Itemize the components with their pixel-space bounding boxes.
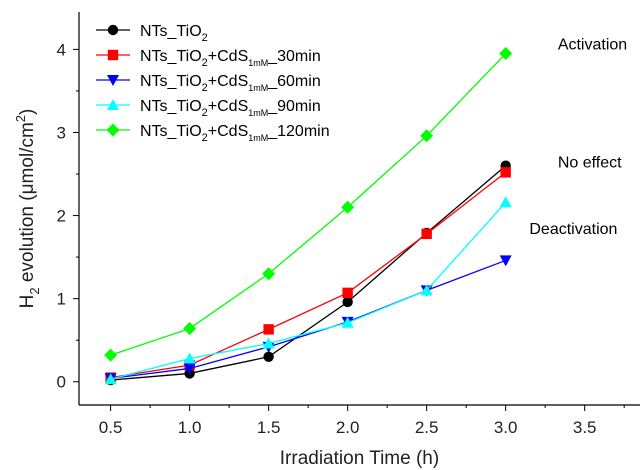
y-axis-title: H2 evolution (μmol/cm2) — [13, 109, 42, 309]
data-point — [106, 123, 120, 137]
data-point — [341, 316, 354, 328]
data-point — [342, 287, 353, 299]
series-3 — [104, 196, 512, 385]
legend-label: NTs_TiO2+CdS1mM_90min — [140, 98, 321, 119]
annotation-deactivation: Deactivation — [529, 221, 617, 238]
annotation-no-effect: No effect — [558, 154, 622, 171]
x-tick-label: 3.5 — [573, 418, 597, 437]
data-point — [107, 24, 119, 36]
x-tick-label: 3.0 — [494, 418, 518, 437]
legend-label: NTs_TiO2 — [140, 23, 208, 44]
data-point — [421, 228, 432, 240]
legend: NTs_TiO2 NTs_TiO2+CdS1mM_30min NTs_TiO2+Cd… — [96, 23, 330, 144]
y-tick-label: 0 — [57, 373, 66, 392]
x-tick-label: 1.0 — [178, 418, 202, 437]
y-tick-label: 3 — [57, 123, 66, 142]
data-point — [341, 200, 355, 214]
series-line — [110, 165, 507, 381]
data-point — [263, 324, 274, 335]
data-point — [104, 373, 117, 385]
x-tick-label: 1.5 — [257, 418, 281, 437]
series-line — [110, 201, 507, 380]
y-tick-label: 2 — [57, 207, 66, 226]
data-point — [107, 99, 119, 110]
x-tick-label: 2.0 — [336, 418, 360, 437]
data-point — [183, 352, 196, 364]
data-point — [107, 49, 119, 61]
series-0 — [105, 160, 511, 386]
data-point — [262, 337, 275, 349]
annotation-activation: Activation — [558, 36, 627, 53]
series-line — [110, 53, 507, 356]
data-point — [342, 296, 353, 308]
data-point — [104, 348, 118, 362]
data-point — [420, 129, 434, 143]
data-point — [420, 284, 433, 296]
data-point — [107, 75, 119, 86]
data-point — [499, 47, 513, 61]
x-tick-label: 2.5 — [415, 418, 439, 437]
legend-label: NTs_TiO2+CdS1mM_120min — [140, 123, 330, 144]
data-point — [262, 267, 276, 281]
data-point — [183, 322, 197, 336]
series-line — [110, 171, 507, 379]
x-tick-label: 0.5 — [99, 418, 123, 437]
legend-label: NTs_TiO2+CdS1mM_30min — [140, 48, 321, 69]
data-point — [263, 351, 274, 363]
data-point — [183, 363, 196, 375]
data-point — [499, 255, 512, 267]
data-point — [499, 196, 512, 208]
x-axis-title: Irradiation Time (h) — [280, 448, 439, 469]
data-point — [500, 167, 511, 178]
series-line — [110, 259, 506, 380]
y-tick-label: 4 — [57, 40, 66, 59]
series-1 — [105, 167, 511, 383]
y-tick-label: 1 — [57, 290, 66, 309]
legend-label: NTs_TiO2+CdS1mM_60min — [140, 73, 321, 94]
series-4 — [104, 47, 513, 362]
